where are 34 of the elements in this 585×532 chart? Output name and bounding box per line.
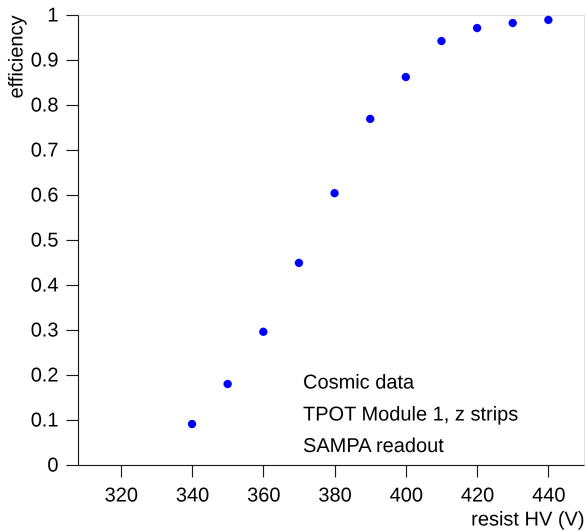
y-tick-label: 0.5	[30, 230, 58, 252]
y-tick-label: 1	[47, 4, 58, 26]
point	[472, 24, 482, 32]
x-tick-label: 400	[390, 484, 424, 506]
x-tick-label: 340	[176, 484, 210, 506]
y-tick-label: 0.4	[30, 274, 58, 296]
y-tick-label: 0.2	[30, 364, 58, 386]
point	[437, 36, 446, 46]
y-tick-label: 0.1	[30, 410, 58, 432]
point	[330, 189, 339, 198]
point	[366, 114, 374, 124]
y-tick-label: 0.9	[30, 50, 58, 72]
x-tick-label: 360	[247, 484, 280, 506]
y-axis-title: efficiency	[6, 16, 28, 99]
y-tick-label: 0	[47, 454, 58, 476]
x-tick-label: 440	[532, 484, 566, 506]
point	[294, 258, 304, 268]
annotation: SAMPA readout	[303, 434, 444, 457]
x-tick-label: 420	[460, 484, 494, 506]
point	[544, 16, 553, 24]
annotation: TPOT Module 1, z strips	[303, 403, 518, 426]
x-tick-label: 320	[104, 484, 138, 506]
y-tick-label: 0.6	[30, 184, 58, 206]
point	[223, 380, 232, 388]
annotation: Cosmic data	[303, 372, 416, 394]
x-tick-label: 380	[318, 484, 352, 506]
y-tick-label: 0.7	[30, 140, 58, 162]
point	[402, 72, 410, 82]
point	[259, 328, 268, 336]
y-tick-label: 0.8	[30, 94, 58, 116]
y-tick-label: 0.3	[30, 320, 58, 342]
point	[188, 420, 196, 428]
point	[508, 18, 517, 28]
x-axis-title: resist HV (V)	[471, 508, 584, 530]
